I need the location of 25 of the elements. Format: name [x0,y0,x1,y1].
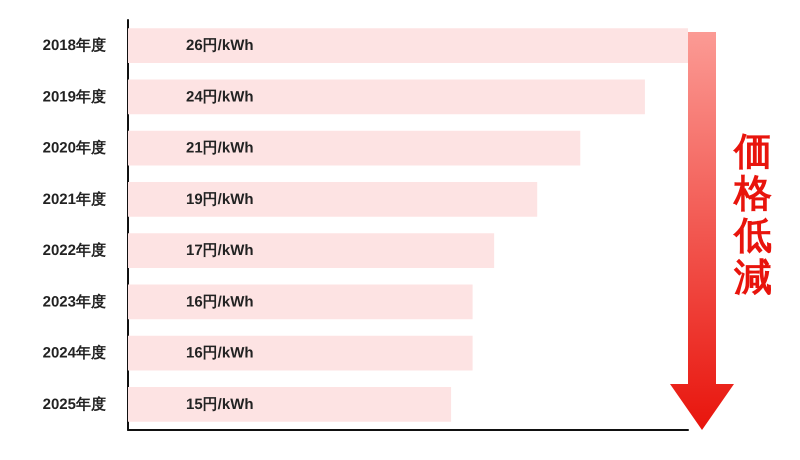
y-tick-label: 2021年度 [42,190,106,208]
y-tick-label: 2022年度 [42,241,106,260]
bar [128,386,452,422]
text: 価格低減 [732,129,773,299]
bar [128,130,580,166]
y-tick-label: 2023年度 [42,292,106,310]
data-label: 16円/kWh [186,293,254,310]
data-label: 19円/kWh [186,190,254,208]
data-label: 24円/kWh [186,88,254,106]
bar [128,284,473,320]
y-tick-label: 2018年度 [42,36,106,54]
y-tick-label: 2019年度 [42,87,106,106]
bar [128,182,538,217]
y-tick-label: 2024年度 [42,344,106,362]
data-label: 16円/kWh [186,344,254,362]
data-label: 15円/kWh [186,396,254,413]
data-label: 17円/kWh [186,242,254,260]
bar [128,28,688,64]
y-tick-label: 2020年度 [42,138,106,157]
bar [128,336,473,371]
bar [128,233,494,268]
data-label: 21円/kWh [186,140,254,157]
bar [128,79,645,114]
data-label: 26円/kWh [186,37,254,54]
y-tick-label: 2025年度 [42,394,106,413]
